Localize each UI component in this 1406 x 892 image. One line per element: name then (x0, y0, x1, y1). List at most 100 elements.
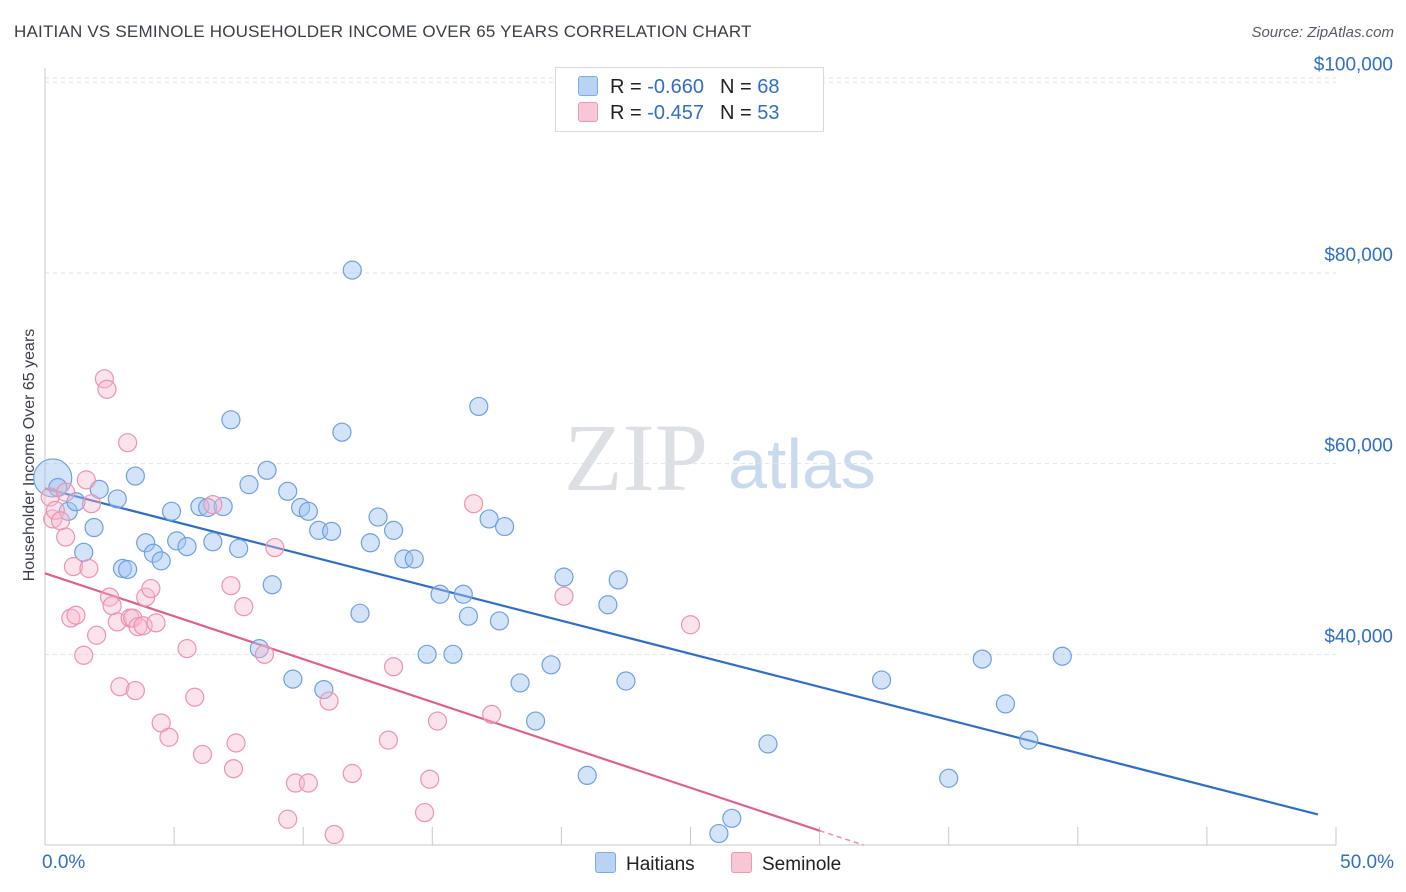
point-haitians (709, 823, 729, 844)
point-haitians (66, 492, 86, 512)
point-seminole (159, 727, 179, 747)
point-seminole (234, 597, 254, 617)
point-seminole (383, 657, 404, 677)
point-seminole (61, 608, 81, 628)
point-haitians (198, 497, 218, 518)
point-seminole (45, 500, 65, 520)
point-seminole (81, 494, 102, 514)
point-seminole (554, 586, 574, 606)
point-haitians (722, 808, 742, 828)
point-haitians (33, 458, 73, 498)
series-legend-swatch-seminole (731, 852, 752, 873)
point-haitians (342, 260, 362, 280)
point-haitians (161, 501, 182, 521)
legend-n-label: N = (719, 102, 758, 124)
legend-r-value: -0.660 (647, 76, 704, 98)
point-haitians (221, 410, 241, 430)
trend-line-haitians (44, 487, 1319, 816)
watermark-zip: ZIP (564, 404, 708, 511)
trend-lines (44, 487, 1319, 846)
point-seminole (324, 824, 344, 845)
point-haitians (494, 516, 515, 537)
point-seminole (56, 527, 76, 547)
point-haitians (616, 671, 636, 691)
point-seminole (221, 576, 241, 596)
legend-r-label: R = (610, 102, 648, 124)
point-seminole (63, 557, 84, 577)
point-haitians (430, 584, 450, 604)
point-seminole (76, 470, 96, 490)
point-seminole (226, 733, 246, 753)
legend-r-label: R = (610, 76, 648, 98)
point-haitians (298, 501, 318, 521)
legend-n-label: N = (719, 76, 758, 98)
trend-line-seminole (44, 572, 820, 832)
point-haitians (394, 549, 414, 569)
point-haitians (1052, 646, 1072, 666)
point-seminole (110, 677, 130, 697)
point-seminole (185, 687, 205, 707)
point-haitians (322, 521, 342, 541)
legend-swatch-seminole (578, 102, 598, 122)
point-haitians (489, 611, 510, 631)
point-seminole (74, 645, 94, 665)
point-haitians (143, 543, 164, 563)
point-seminole (66, 605, 86, 625)
point-haitians (84, 517, 104, 538)
y-tick-label: $80,000 (1324, 245, 1393, 266)
y-tick-label: $40,000 (1324, 626, 1393, 647)
point-seminole (203, 495, 223, 515)
point-haitians (262, 575, 282, 595)
point-haitians (118, 559, 138, 580)
point-haitians (608, 570, 628, 590)
y-tick-labels: $40,000 $60,000 $80,000 $100,000 (1314, 54, 1393, 647)
point-haitians (249, 639, 269, 659)
x-tick-label-min: 0.0% (42, 852, 86, 873)
point-haitians (136, 533, 156, 553)
point-haitians (510, 673, 530, 693)
series-legend-seminole: Seminole (731, 852, 841, 876)
point-haitians (525, 711, 546, 731)
chart-source: Source: ZipAtlas.com (1251, 24, 1394, 41)
point-haitians (239, 475, 259, 495)
point-seminole (125, 680, 145, 701)
series-haitians (33, 260, 1072, 844)
series-legend-haitians: Haitians (595, 852, 695, 876)
trend-line-extension-seminole (819, 829, 864, 846)
y-tick-label: $100,000 (1314, 54, 1393, 75)
point-seminole (680, 615, 701, 635)
grid-lines (45, 77, 1336, 655)
point-haitians (360, 533, 380, 553)
point-seminole (223, 759, 244, 779)
point-seminole (56, 482, 76, 502)
chart-title: HAITIAN VS SEMINOLE HOUSEHOLDER INCOME O… (14, 22, 752, 41)
point-haitians (541, 655, 561, 675)
point-haitians (479, 509, 499, 529)
point-haitians (972, 649, 992, 669)
point-seminole (319, 691, 339, 711)
point-haitians (257, 460, 277, 480)
point-haitians (167, 531, 187, 551)
series-legend-label-seminole: Seminole (762, 854, 842, 875)
legend-swatch-haitians (578, 76, 598, 96)
point-haitians (404, 549, 424, 569)
data-points (33, 260, 1072, 845)
point-haitians (939, 768, 959, 788)
point-haitians (125, 466, 145, 486)
point-haitians (469, 396, 489, 417)
point-haitians (314, 679, 334, 700)
point-haitians (554, 567, 574, 587)
point-haitians (577, 765, 597, 786)
legend-r-value: -0.457 (647, 102, 704, 124)
point-seminole (146, 613, 166, 633)
point-seminole (79, 558, 99, 579)
point-seminole (102, 596, 122, 616)
point-seminole (50, 511, 71, 531)
point-seminole (265, 537, 285, 558)
point-seminole (420, 769, 440, 789)
x-tick-label-max: 50.0% (1340, 852, 1394, 873)
point-seminole (298, 773, 318, 793)
legend-n-value: 68 (757, 76, 780, 98)
point-haitians (177, 536, 197, 557)
